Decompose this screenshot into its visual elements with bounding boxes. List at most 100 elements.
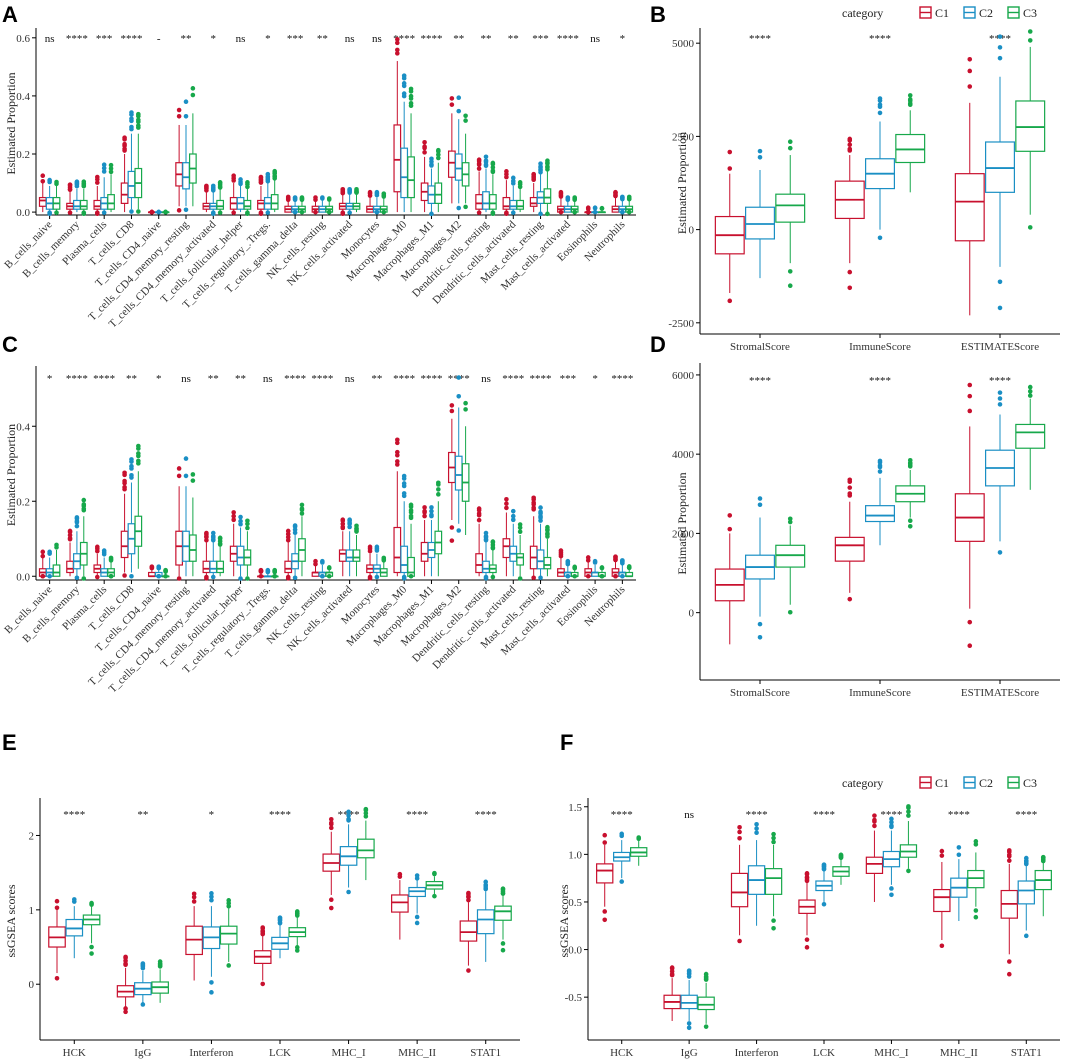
outlier-point — [620, 195, 625, 201]
box-c1 — [185, 891, 203, 981]
outlier-point — [538, 513, 543, 519]
panel-d: D 0 2000 4000 6000 Estimated Proportion Stroma… — [650, 332, 1060, 699]
outlier-point — [517, 576, 523, 581]
significance-label: ns — [236, 33, 246, 45]
box-body — [482, 560, 490, 574]
outlier-point — [176, 473, 182, 479]
y-tick-label: 0.0 — [568, 945, 582, 957]
significance-label: **** — [406, 809, 428, 821]
significance-label: **** — [530, 373, 552, 385]
box-c2 — [318, 558, 327, 579]
outlier-point — [737, 829, 742, 835]
outlier-point — [476, 166, 482, 171]
box-c2 — [182, 456, 190, 577]
outlier-point — [163, 209, 168, 215]
box-c1 — [420, 139, 429, 213]
legend-item-c2: C2 — [963, 6, 993, 20]
box-c2 — [747, 821, 766, 926]
box-body — [407, 156, 415, 199]
outlier-point — [108, 162, 114, 168]
box-c1 — [322, 816, 341, 911]
outlier-point — [436, 155, 441, 161]
outlier-point — [354, 189, 359, 195]
outlier-point — [238, 514, 243, 520]
box-c3 — [775, 516, 806, 615]
outlier-point — [1027, 389, 1033, 394]
outlier-point — [449, 96, 455, 101]
box-c1 — [284, 194, 293, 213]
panel-letter: E — [2, 730, 17, 755]
significance-label: **** — [66, 33, 88, 45]
outlier-point — [299, 511, 305, 516]
outlier-point — [374, 548, 380, 553]
box-c1 — [120, 135, 129, 213]
outlier-point — [408, 573, 414, 579]
significance-label: ns — [263, 373, 273, 385]
outlier-point — [47, 211, 52, 216]
outlier-point — [429, 508, 434, 514]
box-body — [494, 905, 512, 921]
outlier-point — [500, 890, 506, 896]
box-c1 — [116, 954, 135, 1015]
box-c1 — [229, 510, 238, 577]
box-c2 — [236, 177, 245, 213]
outlier-point — [821, 901, 827, 907]
outlier-point — [727, 526, 733, 532]
box-body — [243, 199, 252, 210]
box-c3 — [161, 567, 170, 579]
outlier-point — [294, 948, 300, 953]
box-c3 — [379, 555, 388, 577]
significance-label: **** — [475, 809, 497, 821]
box-c1 — [338, 187, 347, 216]
outlier-point — [209, 894, 214, 900]
box-body — [400, 545, 409, 574]
box-body — [216, 560, 225, 574]
box-c2 — [563, 195, 572, 213]
outlier-point — [449, 408, 455, 414]
outlier-point — [163, 567, 168, 573]
outlier-point — [626, 565, 632, 570]
box-c1 — [147, 209, 156, 215]
outlier-point — [272, 568, 277, 573]
outlier-point — [500, 947, 506, 953]
outlier-point — [422, 513, 427, 519]
significance-label: ** — [508, 33, 519, 45]
x-tick-label: MHC_I — [331, 1047, 366, 1059]
outlier-point — [757, 148, 763, 154]
outlier-point — [408, 86, 414, 92]
box-body — [475, 194, 484, 210]
outlier-point — [572, 209, 577, 215]
box-c2 — [815, 862, 833, 907]
outlier-point — [939, 848, 945, 854]
box-c2 — [209, 183, 218, 216]
x-tick-label: StromalScore — [730, 341, 790, 353]
legend-label: C2 — [979, 6, 993, 20]
outlier-point — [771, 918, 776, 923]
box-c1 — [611, 554, 620, 579]
outlier-point — [245, 576, 250, 581]
outlier-point — [422, 505, 427, 510]
outlier-point — [347, 188, 352, 194]
y-axis-title: Estimated Proportion — [675, 132, 689, 234]
box-c1 — [175, 107, 183, 213]
outlier-point — [787, 283, 793, 289]
panel-f: F -0.5 0.0 0.5 1.0 1.5 ssGSEA scores HCK **** IgG… — [557, 730, 1060, 1059]
outlier-point — [686, 970, 692, 976]
significance-label: **** — [120, 33, 142, 45]
box-c1 — [834, 136, 865, 291]
y-tick-label: 0.4 — [16, 421, 30, 433]
significance-label: **** — [813, 809, 835, 821]
outlier-point — [231, 178, 236, 183]
outlier-point — [545, 526, 550, 532]
significance-label: * — [209, 809, 215, 821]
outlier-point — [272, 573, 277, 579]
outlier-point — [466, 893, 471, 899]
outlier-point — [67, 528, 73, 534]
box-c2 — [400, 73, 409, 213]
x-tick-label: StromalScore — [730, 687, 790, 699]
panel-letter: F — [560, 730, 573, 755]
outlier-point — [669, 971, 675, 977]
outlier-point — [299, 209, 305, 215]
outlier-point — [122, 135, 127, 141]
outlier-point — [476, 511, 482, 516]
